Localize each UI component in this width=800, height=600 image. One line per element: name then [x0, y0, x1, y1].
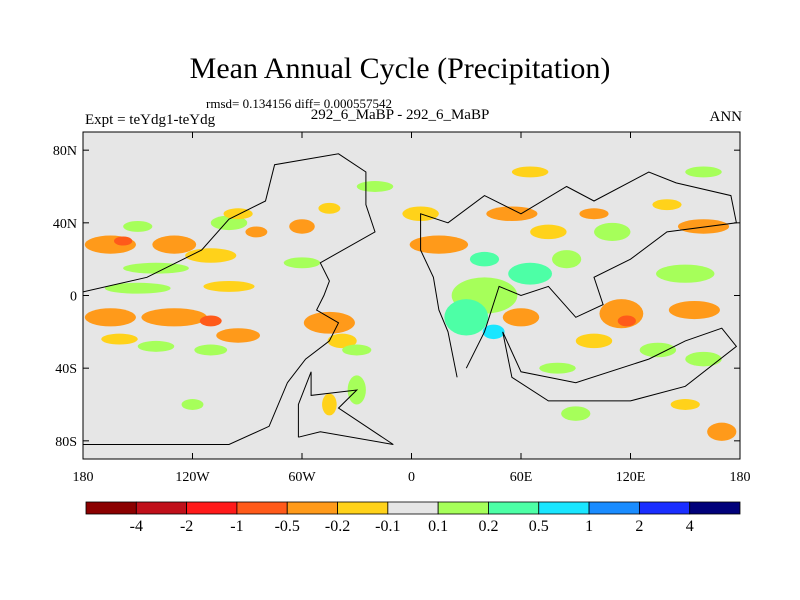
anomaly-patch: [327, 333, 357, 349]
colorbar-swatch: [337, 501, 389, 515]
plot-background: [83, 132, 740, 459]
colorbar-swatch: [236, 501, 288, 515]
anomaly-patch: [152, 235, 197, 254]
anomaly-patch: [639, 342, 677, 358]
colorbar-swatch: [638, 501, 691, 515]
anomaly-patch: [685, 351, 722, 367]
season-label: ANN: [709, 109, 743, 125]
anomaly-patch: [216, 328, 261, 343]
colorbar-swatch: [387, 501, 439, 515]
anomaly-patch: [356, 181, 394, 192]
continent-outline: [297, 371, 394, 445]
colorbar-swatch: [488, 501, 540, 515]
chart-title: Mean Annual Cycle (Precipitation): [189, 52, 611, 85]
colorbar-label: 1: [585, 518, 593, 535]
anomaly-patch: [579, 208, 609, 220]
continent-outline: [83, 153, 376, 445]
x-tick-label: 60E: [510, 470, 533, 485]
anomaly-patch: [668, 300, 720, 320]
anomaly-patch: [677, 219, 730, 234]
anomaly-patch: [123, 262, 189, 274]
anomaly-patch: [511, 166, 549, 178]
colorbar-label: -0.1: [375, 518, 400, 535]
anomaly-patch: [104, 282, 171, 294]
anomaly-patch: [656, 264, 715, 283]
x-tick-label: 120W: [175, 470, 210, 485]
anomaly-patch: [508, 262, 553, 285]
anomaly-patch: [575, 333, 613, 349]
y-tick-label: 0: [70, 290, 77, 305]
colorbar-swatch: [689, 501, 741, 515]
anomaly-patch: [322, 393, 337, 416]
anomaly-patch: [552, 250, 582, 269]
anomaly-patch: [194, 344, 228, 356]
colorbar-label: -2: [180, 518, 193, 535]
continent-outline: [420, 171, 737, 378]
colorbar-swatch: [85, 501, 137, 515]
anomaly-patch: [84, 308, 136, 327]
colorbar-label: 0.2: [478, 518, 498, 535]
anomaly-patch: [199, 315, 222, 327]
anomaly-patch: [707, 422, 737, 441]
x-tick-label: 180: [73, 470, 94, 485]
colorbar-swatch: [588, 501, 640, 515]
colorbar-swatch: [437, 501, 489, 515]
anomaly-patch: [502, 308, 540, 327]
anomaly-patch: [530, 224, 567, 240]
anomaly-patch: [123, 221, 153, 232]
anomaly-patch: [114, 236, 133, 246]
y-tick-label: 40N: [53, 217, 77, 232]
anomaly-patch: [444, 299, 489, 336]
anomaly-patch: [617, 315, 636, 327]
colorbar-label: 4: [686, 518, 694, 535]
x-tick-label: 0: [408, 470, 415, 485]
anomaly-patch: [342, 344, 372, 356]
anomaly-patch: [303, 311, 355, 334]
anomaly-patch: [141, 308, 208, 327]
anomaly-patch: [652, 199, 682, 211]
y-tick-label: 80S: [55, 435, 77, 450]
anomaly-patch: [185, 248, 237, 263]
anomaly-patch: [181, 399, 204, 410]
colorbar-swatch: [135, 501, 188, 515]
anomaly-patch: [245, 226, 268, 238]
colorbar-label: -1: [230, 518, 243, 535]
y-tick-label: 40S: [55, 362, 77, 377]
chart-subtitle: 292_6_MaBP - 292_6_MaBP: [310, 107, 490, 123]
anomaly-patch: [137, 340, 175, 352]
colorbar-label: 0.5: [529, 518, 549, 535]
anomaly-patch: [685, 166, 722, 178]
colorbar-label: -0.5: [275, 518, 300, 535]
continent-outline: [502, 327, 738, 402]
x-tick-label: 120E: [616, 470, 646, 485]
anomaly-patch: [670, 399, 700, 410]
anomaly-patch: [409, 235, 469, 254]
x-tick-label: 60W: [288, 470, 316, 485]
x-tick-label: 180: [730, 470, 751, 485]
anomaly-patch: [561, 406, 591, 421]
colorbar-swatch: [286, 501, 338, 515]
anomaly-patch: [594, 222, 631, 242]
colorbar-swatch: [186, 501, 238, 515]
chart-stats-text: rmsd= 0.134156 diff= 0.000557542: [206, 96, 392, 111]
y-tick-label: 80N: [53, 144, 77, 159]
experiment-label: Expt = teYdg1-teYdg: [85, 112, 216, 128]
anomaly-patch: [486, 206, 538, 222]
colorbar-swatch: [538, 501, 590, 515]
anomaly-patch: [482, 324, 505, 340]
anomaly-patch: [469, 251, 500, 267]
colorbar-label: -0.2: [325, 518, 350, 535]
colorbar-label: 0.1: [428, 518, 448, 535]
anomaly-patch: [318, 202, 341, 214]
colorbar-label: -4: [130, 518, 143, 535]
colorbar-label: 2: [635, 518, 643, 535]
anomaly-patch: [101, 333, 138, 345]
anomaly-patch: [203, 280, 255, 292]
anomaly-patch: [289, 219, 315, 234]
anomaly-patch: [283, 257, 321, 269]
anomaly-patch: [539, 362, 576, 374]
